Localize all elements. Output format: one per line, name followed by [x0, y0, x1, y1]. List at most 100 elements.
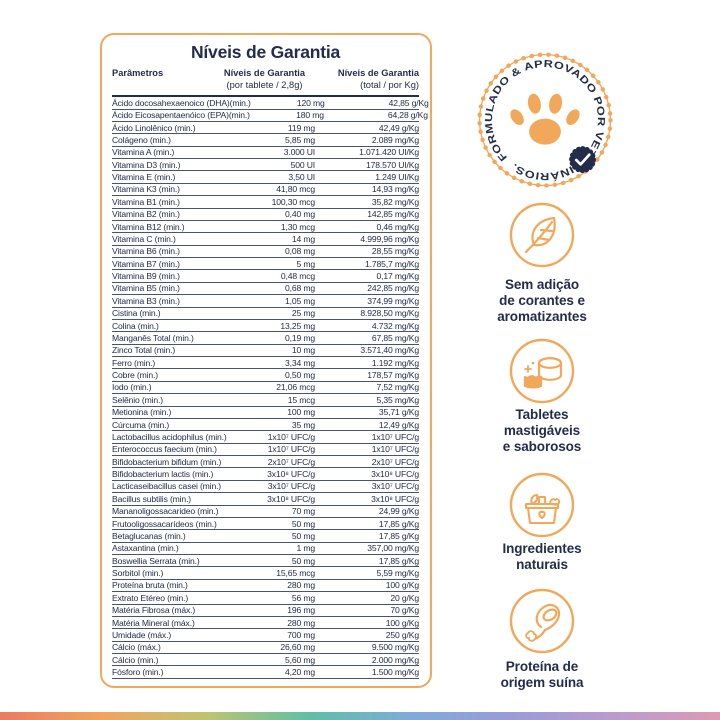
value-total: 2x10⁷ UFC/g [371, 456, 419, 467]
table-row: Frutooligossacarídeos (min.) 50 mg 17,85… [112, 518, 419, 531]
value-total: 3x10⁸ UFC/g [371, 469, 419, 480]
parameter-name: Vitamina D3 (min.) [112, 159, 181, 170]
parameter-name: Vitamina B9 (min.) [112, 271, 180, 282]
table-row: Bifidobacterium bifidum (min.) 2x10⁷ UFC… [112, 456, 419, 469]
value-total: 7,52 mg/Kg [376, 382, 420, 393]
table-row: Sorbitol (min.) 15,65 mcg 5,59 mg/Kg [112, 567, 419, 580]
table-row: Bifidobacterium lactis (min.) 3x10⁸ UFC/… [112, 468, 419, 481]
table-row: Vitamina B7 (min.) 5 mg 1.785,7 mg/Kg [112, 258, 419, 271]
value-total: 1.785,7 mg/Kg [365, 258, 419, 269]
value-total: 67,85 mg/Kg [371, 332, 419, 343]
parameter-name: Vitamina E (min.) [112, 172, 176, 183]
parameter-name: Cistina (min.) [112, 308, 161, 319]
value-per-tablet: 26,60 mg [280, 642, 315, 653]
value-total: 4.732 mg/Kg [371, 320, 419, 331]
parameter-name: Umidade (máx.) [112, 629, 172, 640]
value-per-tablet: 50 mg [291, 555, 315, 566]
parameter-name: Ácido Linolênico (min.) [112, 122, 196, 133]
value-per-tablet: 100,30 mcg [271, 196, 316, 207]
value-total: 250 g/Kg [385, 629, 419, 640]
parameter-name: Iodo (min.) [112, 382, 152, 393]
value-per-tablet: 3x10⁸ UFC/g [267, 493, 315, 504]
feature-label-no-additives: Sem adição de corantes e aromatizantes [497, 277, 587, 324]
value-per-tablet: 0,50 mg [284, 370, 315, 381]
chewable-tablets-icon [509, 338, 575, 404]
value-total: 3x10⁷ UFC/g [371, 481, 419, 492]
value-total: 178.570 UI/Kg [366, 159, 419, 170]
table-row: Umidade (máx.) 700 mg 250 g/Kg [112, 629, 419, 642]
parameter-name: Manganês Total (min.) [112, 332, 194, 343]
parameter-name: Selênio (min.) [112, 394, 163, 405]
value-total: 35,71 g/Kg [378, 407, 419, 418]
value-per-tablet: 56 mg [291, 592, 315, 603]
table-row: Iodo (min.) 21,06 mcg 7,52 mg/Kg [112, 382, 420, 395]
parameter-name: Vitamina B2 (min.) [112, 209, 180, 220]
value-per-tablet: 25 mg [291, 308, 315, 319]
parameter-name: Vitamina B3 (min.) [112, 295, 180, 306]
parameter-name: Ácido docosahexaenoico (DHA)(min.) [112, 97, 251, 108]
table-row: Proteína bruta (min.) 280 mg 100 g/Kg [112, 580, 419, 593]
value-per-tablet: 13,25 mg [280, 320, 315, 331]
parameter-name: Fósforo (min.) [112, 667, 164, 678]
table-header: Parâmetros Níveis de Garantia (por table… [112, 67, 419, 98]
value-total: 0,17 mg/Kg [376, 271, 420, 282]
value-per-tablet: 70 mg [291, 506, 315, 517]
value-total: 178,57 mg/Kg [367, 370, 419, 381]
table-row: Vitamina B9 (min.) 0,48 mcg 0,17 mg/Kg [112, 270, 420, 283]
value-per-tablet: 280 mg [287, 580, 315, 591]
value-total: 42,49 g/Kg [378, 122, 419, 133]
table-row: Vitamina B2 (min.) 0,40 mg 142,85 mg/Kg [112, 209, 419, 221]
parameter-name: Colina (min.) [112, 320, 159, 331]
table-row: Vitamina D3 (min.) 500 UI 178.570 UI/Kg [112, 159, 419, 172]
rainbow-bar [0, 712, 720, 720]
value-per-tablet: 0,08 mg [284, 246, 315, 257]
table-row: Vitamina B6 (min.) 0,08 mg 28,55 mg/Kg [112, 246, 419, 259]
value-per-tablet: 35 mg [291, 419, 315, 430]
value-total: 1x10⁷ UFC/g [371, 431, 419, 442]
value-per-tablet: 280 mg [287, 617, 315, 628]
parameter-name: Ferro (min.) [112, 357, 156, 368]
value-total: 8.928,50 mg/Kg [360, 308, 419, 319]
table-row: Vitamina C (min.) 14 mg 4.999,96 mg/Kg [112, 233, 419, 246]
value-per-tablet: 1x10⁷ UFC/g [267, 444, 315, 455]
value-per-tablet: 14 mg [291, 233, 315, 244]
value-per-tablet: 0,19 mg [284, 332, 315, 343]
value-per-tablet: 500 UI [290, 159, 316, 170]
parameter-name: Vitamina A (min.) [112, 147, 175, 158]
parameter-name: Bifidobacterium bifidum (min.) [112, 456, 222, 467]
table-row: Boswellia Serrata (min.) 50 mg 17,85 g/K… [112, 555, 419, 568]
value-total: 17,85 g/Kg [378, 518, 419, 529]
feature-label-chewable: Tabletes mastigáveis e saborosos [502, 407, 582, 454]
feature-label-pork-protein: Proteína de origem suína [500, 659, 584, 690]
table-row: Enterococcus faecium (min.) 1x10⁷ UFC/g … [112, 444, 419, 457]
value-total: 1.192 mg/Kg [371, 357, 419, 368]
value-per-tablet: 50 mg [291, 518, 315, 529]
table-row: Metionina (min.) 100 mg 35,71 g/Kg [112, 407, 419, 419]
value-per-tablet: 2x10⁷ UFC/g [267, 456, 315, 467]
value-per-tablet: 180 mg [296, 110, 324, 121]
table-row: Vitamina B3 (min.) 1,05 mg 374,99 mg/Kg [112, 295, 419, 308]
value-per-tablet: 0,68 mg [284, 283, 315, 294]
parameter-name: Cúrcuma (min.) [112, 419, 170, 430]
parameter-name: Matéria Fibrosa (máx.) [112, 605, 196, 616]
value-total: 2.089 mg/Kg [371, 134, 419, 145]
value-per-tablet: 21,06 mcg [276, 382, 315, 393]
parameter-name: Zinco Total (min.) [112, 345, 176, 356]
guarantee-levels-card: Níveis de Garantia Parâmetros Níveis de … [100, 33, 432, 688]
value-per-tablet: 3x10⁸ UFC/g [267, 469, 315, 480]
parameter-name: Vitamina B7 (min.) [112, 258, 180, 269]
value-total: 1x10⁷ UFC/g [371, 444, 419, 455]
column-header-per-tablet: Níveis de Garantia (por tablete / 2,8g) [223, 68, 306, 91]
parameter-name: Frutooligossacarídeos (min.) [112, 518, 217, 529]
value-per-tablet: 5 mg [296, 258, 315, 269]
value-per-tablet: 10 mg [291, 345, 315, 356]
value-per-tablet: 15,65 mcg [276, 568, 315, 579]
parameter-name: Vitamina C (min.) [112, 233, 176, 244]
table-row: Ácido docosahexaenoico (DHA)(min.) 120 m… [112, 97, 429, 110]
table-row: Ácido Linolênico (min.) 119 mg 42,49 g/K… [112, 122, 419, 135]
table-row: Zinco Total (min.) 10 mg 3.571,40 mg/Kg [112, 345, 419, 358]
value-total: 9.500 mg/Kg [371, 642, 419, 653]
value-per-tablet: 1x10⁷ UFC/g [267, 431, 315, 442]
value-total: 5,35 mg/Kg [376, 394, 420, 405]
